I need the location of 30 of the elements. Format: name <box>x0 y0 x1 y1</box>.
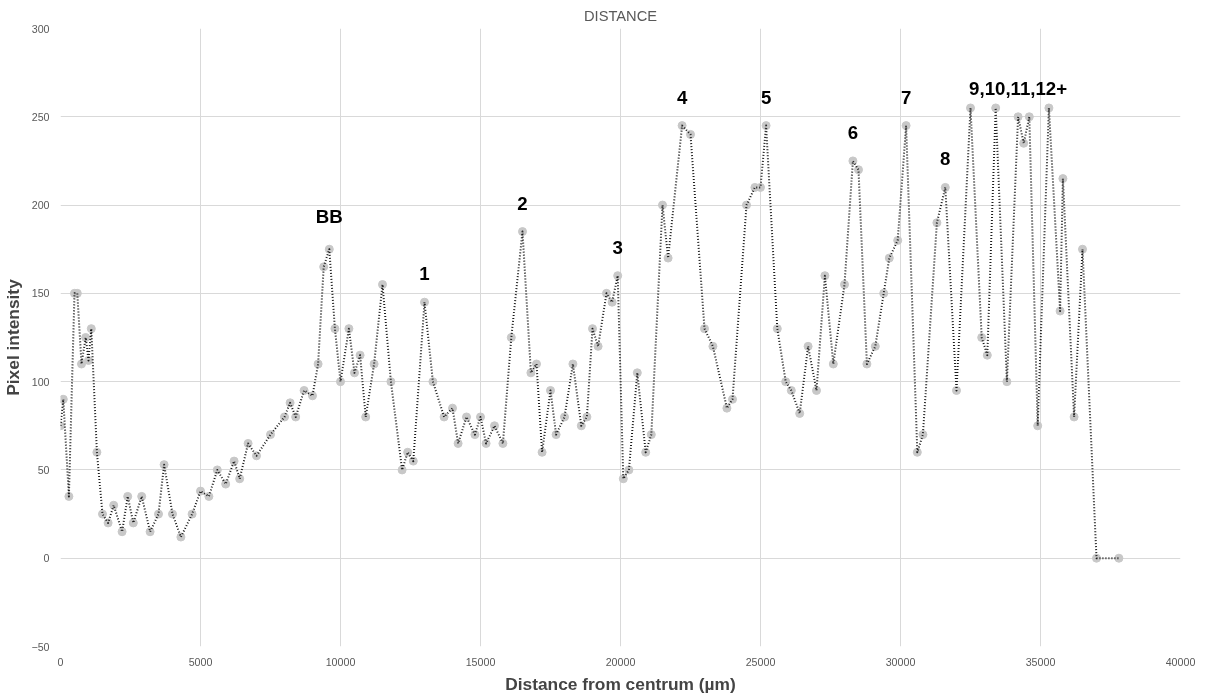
x-tick-label: 0 <box>57 655 64 668</box>
y-tick-label: 200 <box>31 199 50 212</box>
y-tick-label: 0 <box>43 552 50 565</box>
annotation: 1 <box>419 263 430 285</box>
y-tick-label: −50 <box>31 640 50 653</box>
annotation: 4 <box>676 86 688 108</box>
x-tick-label: 30000 <box>885 655 916 668</box>
x-axis-title: Distance from centrum (µm) <box>505 673 736 694</box>
annotation: 6 <box>847 121 859 143</box>
y-tick-label: 300 <box>31 22 50 35</box>
annotation: 2 <box>517 192 528 214</box>
annotation: 9,10,11,12+ <box>969 77 1068 99</box>
y-tick-label: 50 <box>37 463 50 476</box>
annotation: 7 <box>900 86 912 108</box>
annotation: 5 <box>760 86 772 108</box>
chart-title: DISTANCE <box>583 7 658 24</box>
x-tick-label: 5000 <box>188 655 213 668</box>
x-tick-label: 35000 <box>1025 655 1056 668</box>
x-tick-label: 15000 <box>465 655 496 668</box>
x-tick-label: 25000 <box>745 655 776 668</box>
x-tick-label: 20000 <box>605 655 636 668</box>
y-tick-label: 100 <box>31 375 50 388</box>
x-tick-label: 40000 <box>1165 655 1196 668</box>
y-tick-label: 150 <box>31 287 50 300</box>
annotation: BB <box>315 206 343 228</box>
x-tick-label: 10000 <box>325 655 356 668</box>
y-tick-label: 250 <box>31 110 50 123</box>
y-axis-title: Pixel intensity <box>3 278 24 396</box>
annotation: 3 <box>612 236 623 258</box>
annotation: 8 <box>940 148 951 170</box>
